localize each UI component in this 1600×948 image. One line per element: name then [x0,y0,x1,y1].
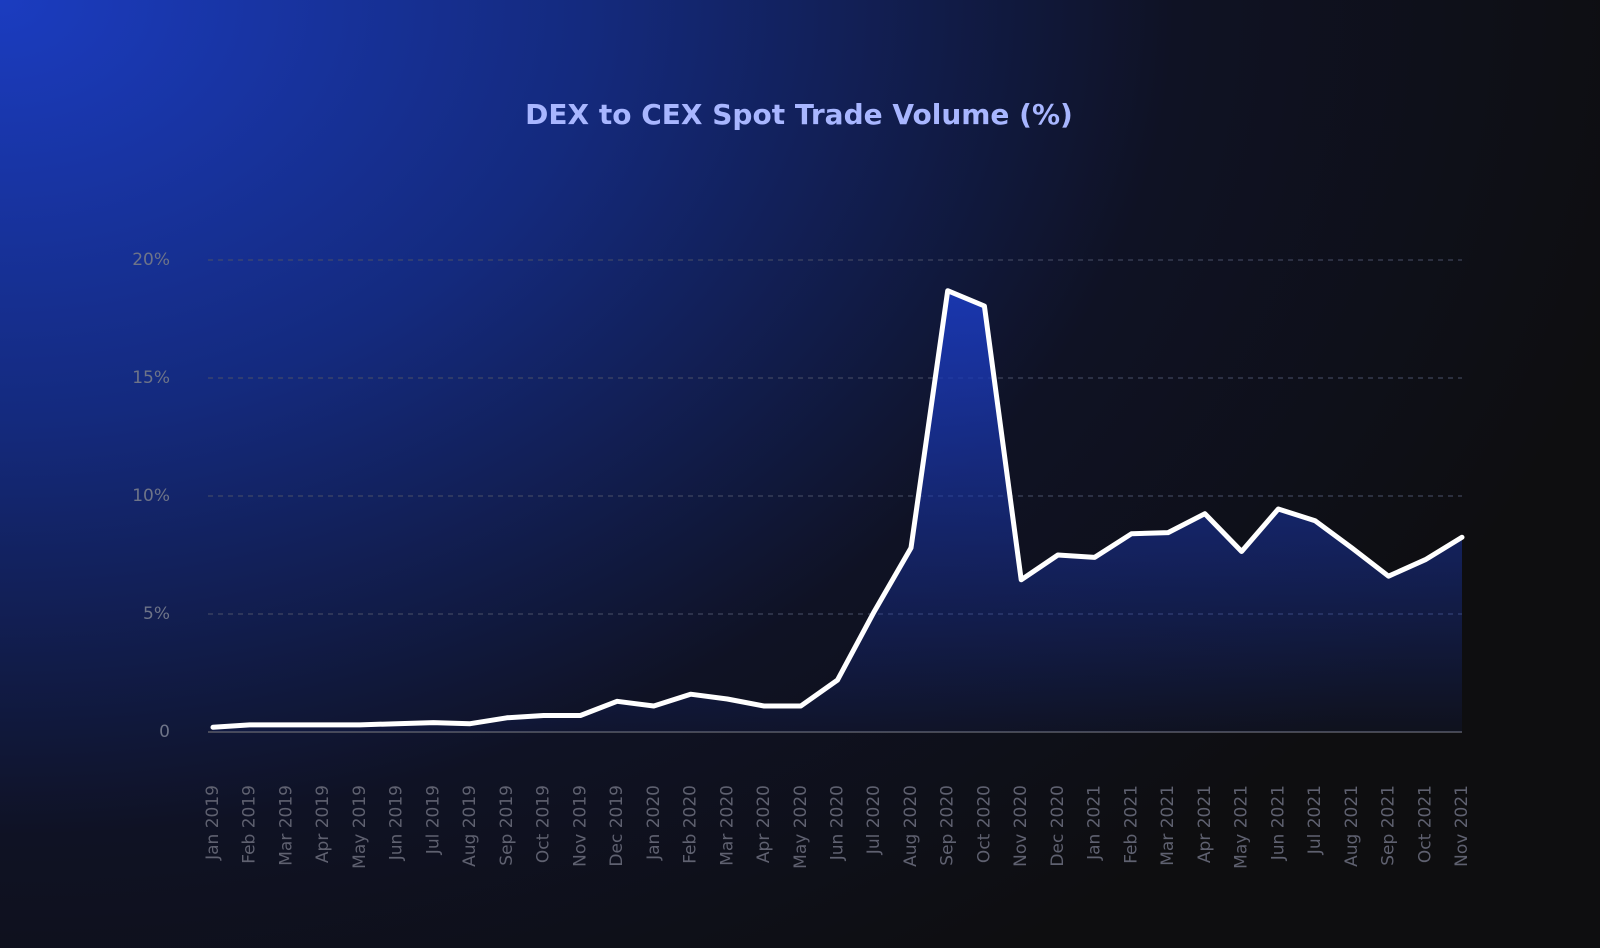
x-tick-label: Dec 2020 [1048,785,1068,867]
y-tick-label: 10% [132,486,170,506]
x-tick-label: Jan 2020 [644,785,664,861]
x-tick-label: Jan 2021 [1085,785,1105,861]
x-tick-label: Oct 2021 [1415,785,1435,863]
y-tick-label: 15% [132,368,170,388]
line [210,288,1465,730]
x-tick-label: Apr 2021 [1195,785,1215,863]
x-tick-label: Jul 2020 [864,785,884,855]
x-tick-label: Jun 2020 [828,785,848,861]
x-tick-label: Jul 2021 [1305,785,1325,855]
x-tick-label: Aug 2020 [901,785,921,867]
x-tick-label: Jun 2019 [387,785,407,861]
y-tick-label: 0 [159,722,170,742]
chart-title: DEX to CEX Spot Trade Volume (%) [525,98,1073,131]
x-tick-label: Apr 2020 [754,785,774,863]
x-tick-label: Sep 2021 [1379,785,1399,866]
x-tick-label: Feb 2021 [1121,785,1141,864]
x-tick-label: Jul 2019 [423,785,443,855]
y-tick-label: 20% [132,250,170,270]
x-tick-label: Aug 2019 [460,785,480,867]
x-tick-label: Oct 2019 [534,785,554,863]
x-tick-label: May 2021 [1232,785,1252,869]
x-tick-label: Mar 2019 [276,785,296,866]
x-tick-label: Dec 2019 [607,785,627,867]
x-tick-label: Oct 2020 [974,785,994,863]
x-tick-label: Mar 2021 [1158,785,1178,866]
x-tick-label: Feb 2020 [681,785,701,864]
x-tick-label: Sep 2020 [938,785,958,866]
x-tick-label: Apr 2019 [313,785,333,863]
x-tick-label: Jun 2021 [1268,785,1288,861]
x-tick-label: Mar 2020 [717,785,737,866]
x-tick-label: Nov 2019 [570,785,590,867]
x-tick-label: Feb 2019 [240,785,260,864]
x-tick-label: Nov 2021 [1452,785,1472,867]
y-tick-label: 5% [143,604,170,624]
x-tick-label: Aug 2021 [1342,785,1362,867]
x-tick-label: May 2020 [791,785,811,869]
x-tick-label: Jan 2019 [203,785,223,861]
x-tick-label: May 2019 [350,785,370,869]
area [213,290,1462,732]
x-tick-label: Sep 2019 [497,785,517,866]
x-tick-label: Nov 2020 [1011,785,1031,867]
